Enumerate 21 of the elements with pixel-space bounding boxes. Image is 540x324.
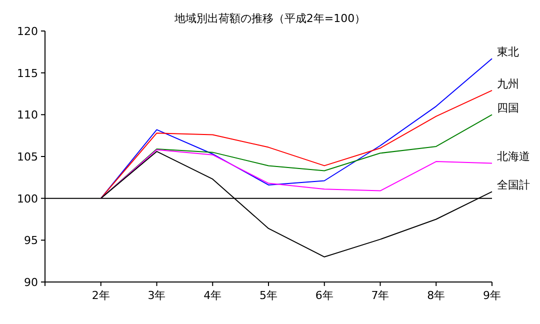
x-tick-label: 9年 xyxy=(483,289,501,302)
y-tick-label: 120 xyxy=(17,25,38,38)
series-label: 東北 xyxy=(497,46,519,59)
y-tick-label: 115 xyxy=(17,66,38,80)
y-tick-label: 90 xyxy=(24,276,38,289)
x-tick-label: 5年 xyxy=(260,289,278,302)
series-label: 四国 xyxy=(497,102,519,115)
x-tick-label: 8年 xyxy=(427,289,446,302)
y-tick-label: 110 xyxy=(17,108,38,122)
series-label: 九州 xyxy=(497,77,519,90)
series-label: 北海道 xyxy=(497,150,530,164)
y-tick-label: 95 xyxy=(24,234,38,248)
x-tick-label: 4年 xyxy=(204,289,222,302)
x-tick-label: 3年 xyxy=(148,289,166,302)
y-tick-label: 105 xyxy=(17,150,38,164)
chart-title: 地域別出荷額の推移（平成2年=100） xyxy=(173,12,366,25)
x-tick-label: 2年 xyxy=(92,289,110,302)
y-tick-label: 100 xyxy=(17,192,38,206)
x-tick-label: 7年 xyxy=(371,289,390,302)
series-label: 全国計 xyxy=(497,178,530,192)
x-tick-label: 6年 xyxy=(315,289,334,302)
